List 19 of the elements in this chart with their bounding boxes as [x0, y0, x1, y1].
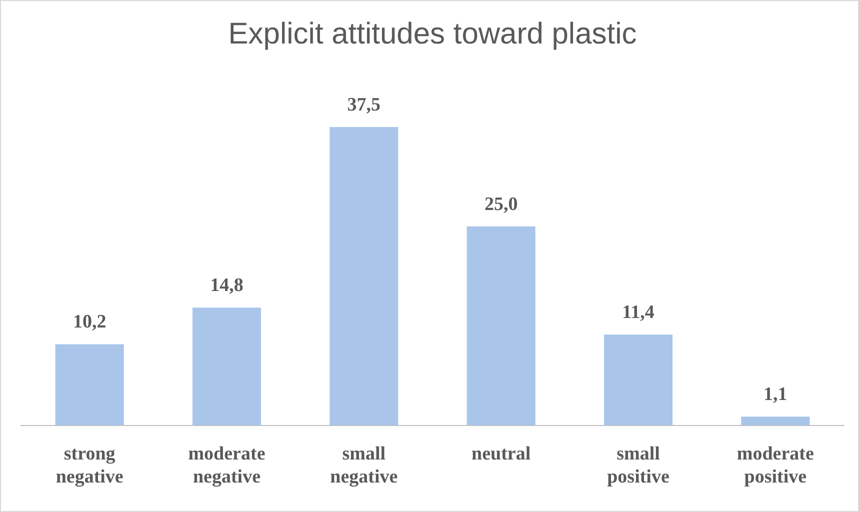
x-tick-label: moderate positive: [736, 444, 814, 488]
data-label: 37,5: [347, 94, 381, 116]
bar: [55, 344, 124, 426]
x-tick-label: neutral: [472, 444, 531, 465]
data-label: 1,1: [764, 384, 788, 406]
x-tick-label: strong negative: [56, 444, 124, 488]
x-tick-label: moderate negative: [188, 444, 266, 488]
bar: [604, 334, 673, 426]
x-tick-label: small positive: [607, 444, 670, 488]
x-tick-label: small negative: [330, 444, 398, 488]
chart-title: Explicit attitudes toward plastic: [228, 17, 637, 50]
bar: [330, 126, 398, 426]
bar: [466, 226, 536, 426]
data-label: 25,0: [484, 194, 518, 215]
data-label: 10,2: [72, 312, 106, 333]
bar: [741, 416, 810, 426]
data-label: 14,8: [210, 275, 244, 296]
data-label: 11,4: [622, 302, 655, 324]
bar: [192, 308, 262, 426]
